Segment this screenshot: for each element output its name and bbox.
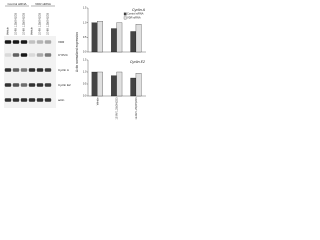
chart-title: Cyclin E2 [130,60,145,64]
band [12,98,20,102]
y-tick-label: 1.0 [83,70,87,74]
y-tick-label: 1.5 [83,6,87,10]
band [28,68,36,72]
y-tick-label: 0.5 [83,82,87,86]
band [20,68,28,72]
y-tick-label: 0.5 [83,35,87,39]
band [12,83,20,87]
bar [91,22,98,53]
y-tick-label: 1.0 [83,20,87,24]
y-tick-label: 0.0 [83,94,87,98]
lane-label: Vehicle [31,27,34,35]
blot-background [4,36,56,108]
band [44,68,52,72]
band [44,83,52,87]
band [36,68,44,72]
band [28,40,36,44]
protein-label: CYP24 [58,53,68,57]
bar [97,71,103,97]
band [44,40,52,44]
band [4,53,12,57]
bar [130,77,137,97]
y-tick-label: 1.5 [83,58,87,62]
bar [111,75,117,97]
protein-label: actin [58,98,65,102]
lane-label: 1E-8M 1,25(OH)2D3 [23,12,26,35]
band [20,98,28,102]
band [4,83,12,87]
band [20,40,28,44]
band [12,53,20,57]
x-tick-label: 1E-9M 1,25(OH)2D3 [116,97,119,120]
band [4,40,12,44]
band [36,98,44,102]
band [12,40,20,44]
legend-label: Control siRNA [127,12,144,16]
band [36,40,44,44]
legend-label: VDR siRNA [127,16,141,20]
legend-swatch [123,16,127,20]
band [20,83,28,87]
protein-label: Cyclin E2 [58,83,71,87]
protein-label: VDR [58,40,65,44]
y-tick-label: 0.0 [83,50,87,54]
bar [116,71,123,97]
legend-swatch [123,12,127,16]
band [4,98,12,102]
lane-label: Vehicle [7,27,10,35]
lane-label: 1E-9M 1,25(OH)2D3 [39,12,42,35]
bar [135,24,142,53]
band [28,83,36,87]
band [4,68,12,72]
bar [97,21,103,53]
y-axis-label: Actin normalized expression [75,32,79,72]
band [20,53,28,57]
lane-label: 1E-9M 1,25(OH)2D3 [15,12,18,35]
band [12,68,20,72]
band [28,53,36,57]
group-label: VDR siRNA [35,2,51,6]
protein-label: Cyclin A [58,68,69,72]
group-label: Control siRNA [7,2,26,6]
band [44,53,52,57]
band [44,98,52,102]
bar [91,71,98,97]
bar [135,73,142,97]
page: Control siRNA VDR siRNA Vehicle 1E-9M 1,25(… [4,1,146,120]
bar [116,22,123,53]
band [28,98,36,102]
bar [111,28,117,53]
chart-title: Cyclin A [132,8,146,12]
bar [130,31,137,53]
lane-label: 1E-8M 1,25(OH)2D3 [47,12,50,35]
x-tick-label: 1E-8M 1,25(OH)2D3 [135,97,138,120]
x-tick-label: Vehicle [96,97,99,105]
band [36,53,44,57]
band [36,83,44,87]
